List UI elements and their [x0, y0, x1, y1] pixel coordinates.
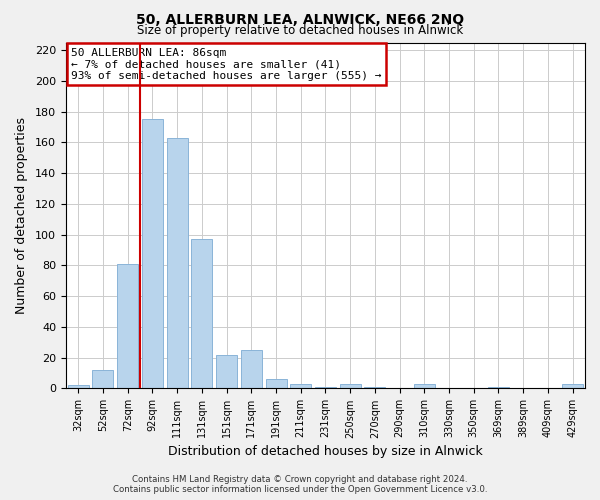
Bar — [241, 350, 262, 389]
Bar — [414, 384, 435, 388]
Bar — [92, 370, 113, 388]
Text: Size of property relative to detached houses in Alnwick: Size of property relative to detached ho… — [137, 24, 463, 37]
Bar — [266, 379, 287, 388]
Bar — [562, 384, 583, 388]
Bar — [68, 386, 89, 388]
Bar — [142, 120, 163, 388]
Bar — [340, 384, 361, 388]
Bar — [167, 138, 188, 388]
Bar — [364, 387, 385, 388]
Text: 50 ALLERBURN LEA: 86sqm
← 7% of detached houses are smaller (41)
93% of semi-det: 50 ALLERBURN LEA: 86sqm ← 7% of detached… — [71, 48, 382, 81]
Text: Contains HM Land Registry data © Crown copyright and database right 2024.
Contai: Contains HM Land Registry data © Crown c… — [113, 474, 487, 494]
Text: 50, ALLERBURN LEA, ALNWICK, NE66 2NQ: 50, ALLERBURN LEA, ALNWICK, NE66 2NQ — [136, 12, 464, 26]
Bar — [290, 384, 311, 388]
Bar — [191, 240, 212, 388]
Bar — [216, 354, 237, 388]
Bar — [488, 387, 509, 388]
Bar — [117, 264, 138, 388]
Y-axis label: Number of detached properties: Number of detached properties — [15, 117, 28, 314]
Bar — [315, 387, 336, 388]
X-axis label: Distribution of detached houses by size in Alnwick: Distribution of detached houses by size … — [168, 444, 483, 458]
